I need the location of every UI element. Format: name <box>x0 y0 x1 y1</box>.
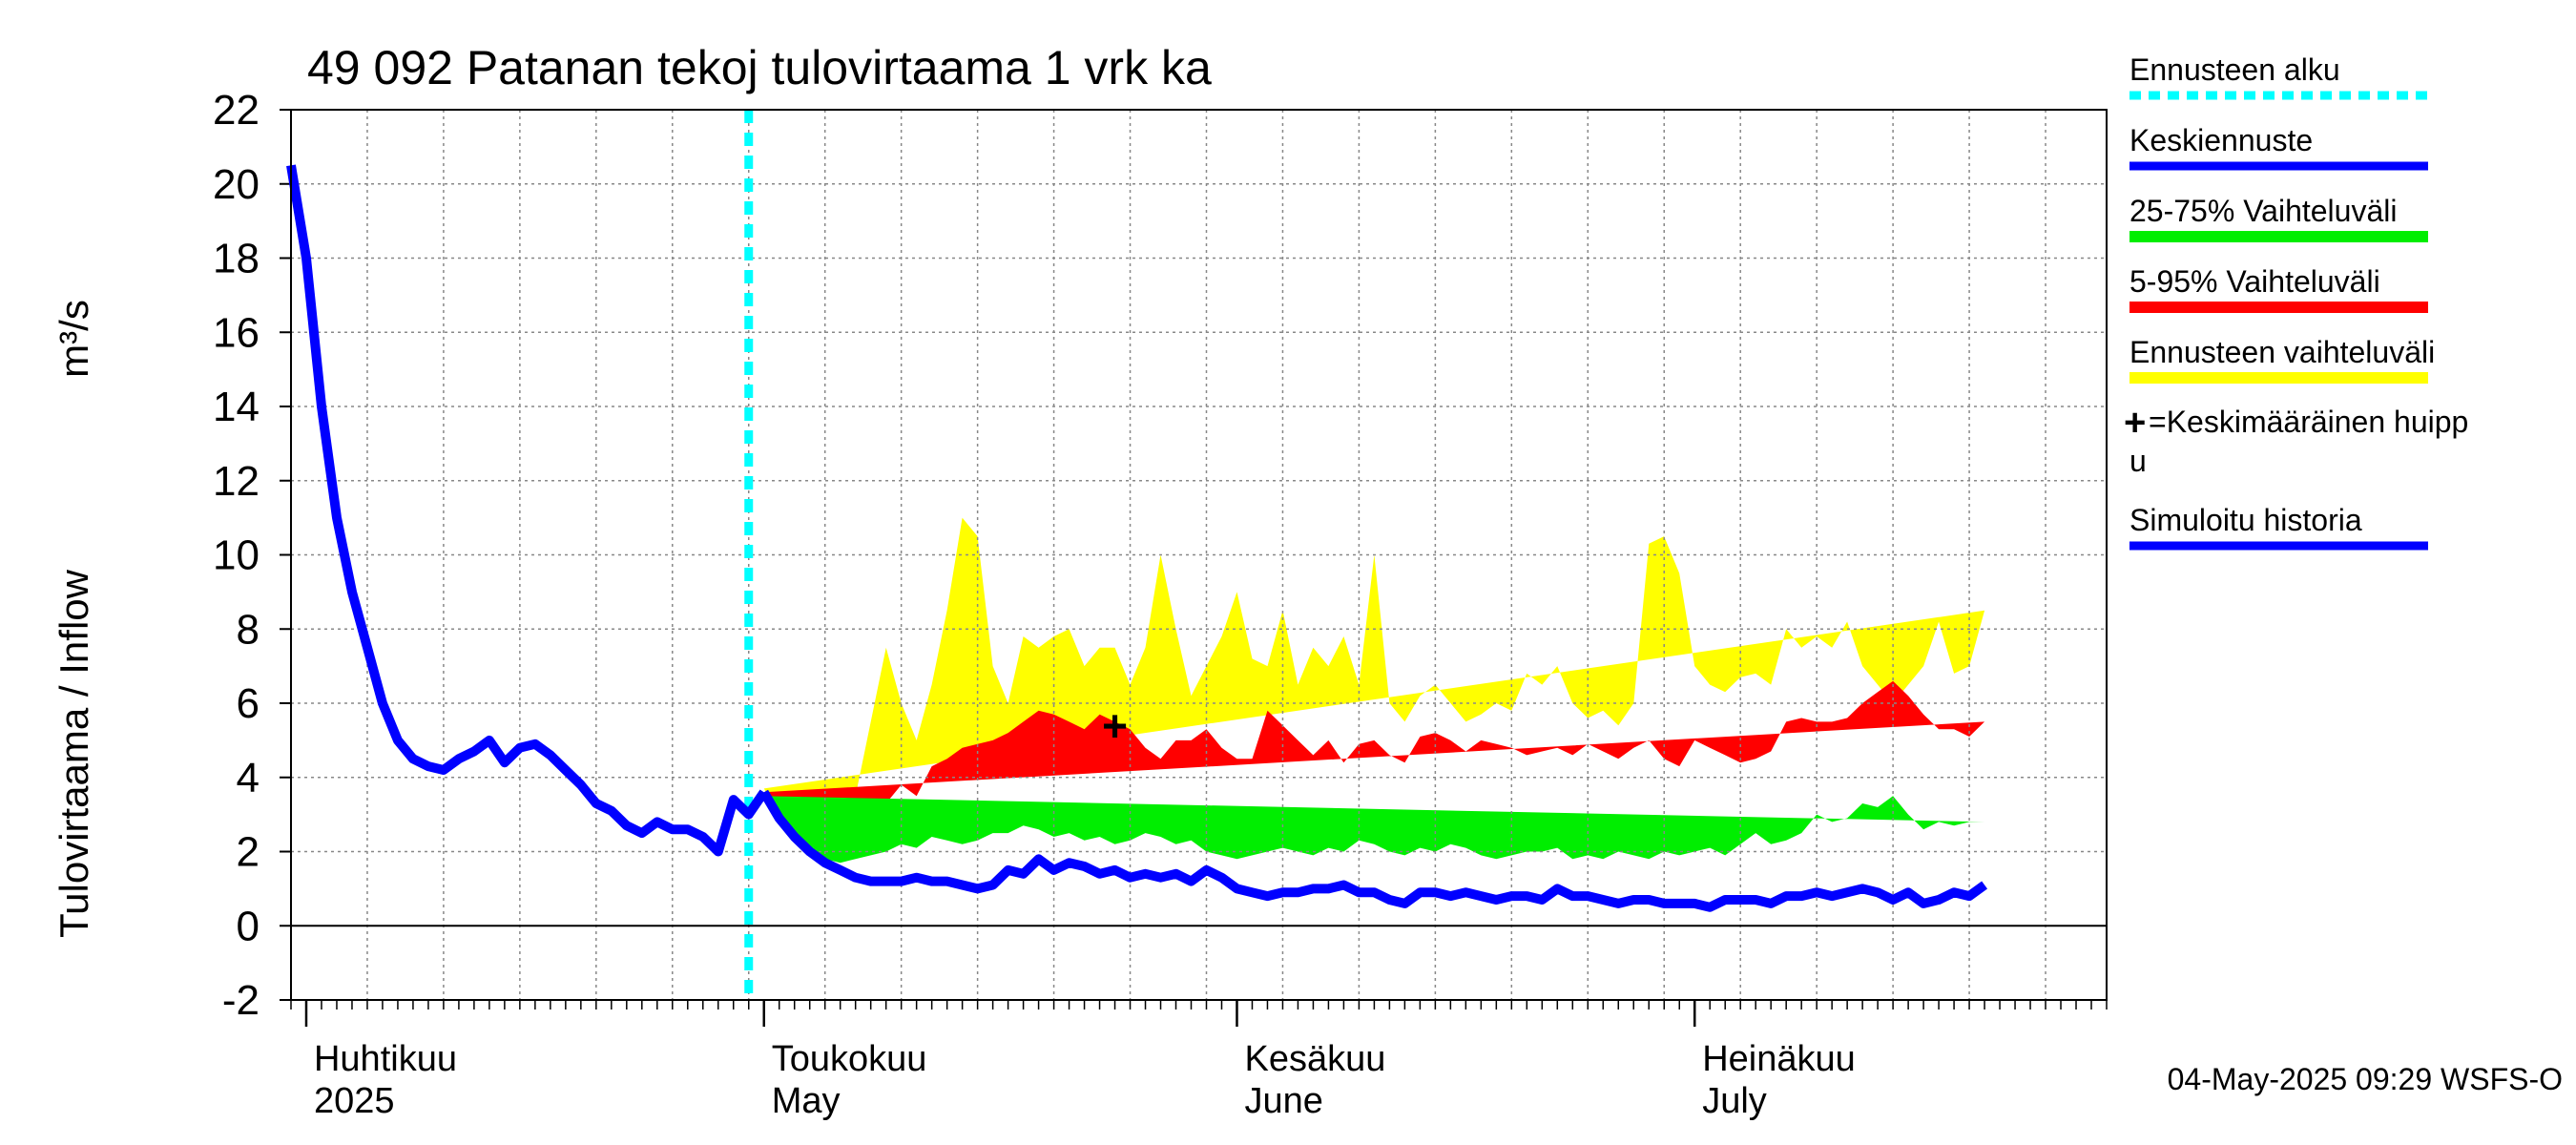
grid-lines <box>291 110 2107 1000</box>
month-label: Toukokuu <box>772 1039 927 1079</box>
mean-peak-marker: + <box>1102 700 1128 750</box>
y-tick-label: 14 <box>213 384 260 430</box>
y-axis-label: Tulovirtaama / Inflow <box>52 569 96 938</box>
y-tick-label: 16 <box>213 309 260 356</box>
chart-title: 49 092 Patanan tekoj tulovirtaama 1 vrk … <box>307 41 1212 94</box>
y-tick-label: -2 <box>222 977 260 1024</box>
y-axis-unit: m³/s <box>52 300 96 378</box>
legend: Ennusteen alku Keskiennuste 25-75% Vaiht… <box>2124 52 2468 551</box>
legend-label-forecast-start: Ennusteen alku <box>2129 52 2340 87</box>
legend-label-peak-cont: u <box>2129 444 2147 478</box>
month-label: Huhtikuu <box>314 1039 457 1079</box>
footer-timestamp: 04-May-2025 09:29 WSFS-O <box>2168 1062 2563 1096</box>
legend-label-25-75: 25-75% Vaihteluväli <box>2129 194 2397 228</box>
y-tick-label: 4 <box>237 755 260 802</box>
legend-label-peak: =Keskimääräinen huipp <box>2149 405 2468 439</box>
y-tick-label: 6 <box>237 680 260 727</box>
y-tick-label: 20 <box>213 161 260 208</box>
legend-peak-symbol: + <box>2124 402 2146 444</box>
y-tick-label: 0 <box>237 903 260 949</box>
y-tick-label: 2 <box>237 829 260 876</box>
legend-label-history: Simuloitu historia <box>2129 503 2362 537</box>
y-axis-ticks: -2 0 2 4 6 8 10 12 14 16 18 20 22 <box>213 87 291 1024</box>
month-label-sub: 2025 <box>314 1081 395 1121</box>
y-tick-label: 18 <box>213 236 260 282</box>
month-label: Kesäkuu <box>1244 1039 1385 1079</box>
month-label-sub: May <box>772 1081 841 1121</box>
month-label-sub: June <box>1244 1081 1322 1121</box>
y-tick-label: 12 <box>213 458 260 505</box>
legend-label-5-95: 5-95% Vaihteluväli <box>2129 264 2380 299</box>
legend-label-mean: Keskiennuste <box>2129 123 2313 157</box>
band-forecast-range <box>763 517 1985 848</box>
y-tick-label: 8 <box>237 606 260 653</box>
y-tick-label: 10 <box>213 532 260 579</box>
month-label: Heinäkuu <box>1702 1039 1856 1079</box>
x-axis-ticks <box>290 1000 2108 1027</box>
y-tick-label: 22 <box>213 87 260 134</box>
mean-forecast-line <box>759 789 1988 912</box>
history-line <box>286 164 768 857</box>
plot-frame <box>290 109 2108 1001</box>
legend-label-forecast-range: Ennusteen vaihteluväli <box>2129 335 2435 369</box>
plot-area: + <box>286 109 2108 1001</box>
band-5-95 <box>763 680 1985 852</box>
band-25-75 <box>763 796 1985 864</box>
month-label-sub: July <box>1702 1081 1767 1121</box>
